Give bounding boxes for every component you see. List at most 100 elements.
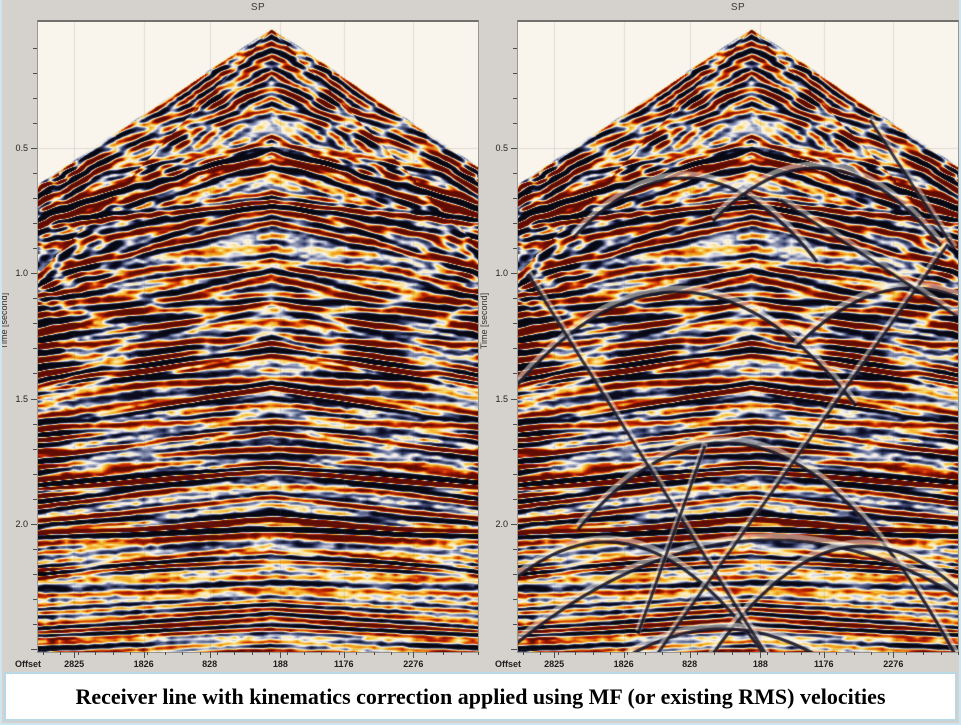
time-tick (33, 323, 37, 325)
time-tick (31, 398, 37, 400)
time-tick (511, 273, 517, 275)
time-tick-label: 0.5 (15, 142, 28, 153)
offset-tick-label: 828 (202, 659, 218, 669)
time-tick (513, 348, 517, 350)
offset-minor-tick (714, 652, 716, 655)
time-tick (513, 97, 517, 99)
time-tick (31, 649, 37, 651)
offset-tick-label: 2276 (883, 659, 904, 669)
seismic-image-left (38, 22, 478, 652)
time-tick-label: 1.0 (15, 268, 28, 279)
time-tick (513, 47, 517, 49)
offset-tick-label: 1176 (814, 659, 834, 669)
time-tick (513, 448, 517, 450)
offset-minor-tick (321, 652, 323, 655)
offset-minor-tick (610, 652, 611, 655)
offset-minor-tick (356, 652, 358, 655)
offset-tick (280, 652, 282, 658)
offset-tick-label: 1176 (334, 659, 354, 669)
time-tick (513, 122, 517, 124)
time-axis-label-right: Time [second] (479, 292, 489, 350)
seismic-panel-left: SP Time [second] 0.5 1.0 1.5 2.0 2825 1826 828… (0, 0, 481, 672)
offset-tick-label: 2276 (403, 659, 424, 669)
seismic-image-right (518, 22, 958, 652)
offset-minor-tick (234, 652, 236, 655)
offset-minor-tick (731, 652, 733, 655)
offset-tick (893, 652, 895, 658)
time-tick (33, 348, 37, 350)
offset-minor-tick (557, 652, 559, 655)
time-tick (513, 198, 517, 200)
offset-minor-tick (338, 652, 340, 655)
offset-minor-tick (408, 652, 410, 655)
time-tick (513, 423, 517, 425)
offset-minor-tick (766, 652, 768, 655)
offset-minor-tick (269, 652, 271, 655)
offset-minor-tick (60, 652, 62, 655)
time-tick (33, 122, 37, 124)
offset-tick (689, 652, 691, 658)
offset-tick-label: 1826 (133, 659, 154, 669)
seismic-panel-right: SP Time [second] 0.5 1.0 1.5 2.0 2825 1826 828… (479, 0, 959, 672)
time-tick (33, 72, 37, 74)
offset-minor-tick (644, 652, 646, 655)
offset-minor-tick (217, 652, 218, 655)
time-tick (33, 598, 37, 600)
time-tick (513, 473, 517, 475)
offset-minor-tick (905, 652, 907, 655)
offset-tick-label: 2825 (64, 659, 85, 669)
time-tick (33, 298, 37, 300)
caption-text: Receiver line with kinematics correction… (75, 683, 886, 709)
offset-minor-tick (853, 652, 855, 655)
offset-minor-tick (627, 652, 629, 655)
time-tick (33, 198, 37, 200)
offset-minor-tick (164, 652, 166, 655)
time-tick (513, 172, 517, 174)
offset-minor-tick (112, 652, 114, 655)
offset-minor-tick (523, 652, 524, 655)
offset-minor-tick (888, 652, 890, 655)
time-tick-label: 1.5 (495, 393, 508, 404)
time-tick (33, 624, 37, 626)
offset-tick-label: 1826 (613, 659, 634, 669)
offset-tick (143, 652, 145, 658)
time-tick (511, 398, 517, 400)
offset-axis-label-right: Offset (494, 659, 521, 669)
offset-minor-tick (575, 652, 577, 655)
time-tick (513, 298, 517, 300)
offset-minor-tick (304, 652, 305, 655)
time-tick (513, 573, 517, 575)
offset-minor-tick (697, 652, 698, 655)
offset-minor-tick (251, 652, 253, 655)
offset-minor-tick (478, 652, 479, 655)
seismic-plot-left: 0.5 1.0 1.5 2.0 2825 1826 828 188 1176 2276 (15, 20, 479, 669)
offset-tick (823, 652, 825, 658)
time-tick (511, 147, 517, 149)
offset-minor-tick (662, 652, 664, 655)
seismic-plot-right: 0.5 1.0 1.5 2.0 2825 1826 828 188 1176 2276 (495, 20, 959, 669)
offset-minor-tick (286, 652, 288, 655)
time-axis-label-left: Time [second] (0, 292, 9, 350)
time-tick (33, 423, 37, 425)
time-tick (33, 448, 37, 450)
offset-tick-label: 188 (272, 659, 288, 669)
offset-minor-tick (923, 652, 925, 655)
time-tick (31, 523, 37, 525)
time-tick (513, 223, 517, 225)
offset-tick (760, 652, 762, 658)
offset-tick (554, 652, 556, 658)
offset-tick (343, 652, 345, 658)
offset-minor-tick (130, 652, 131, 655)
offset-minor-tick (182, 652, 184, 655)
time-tick (513, 598, 517, 600)
offset-minor-tick (871, 652, 872, 655)
panel-title-left: SP (250, 2, 266, 13)
offset-minor-tick (592, 652, 594, 655)
offset-minor-tick (43, 652, 44, 655)
time-tick (513, 498, 517, 500)
time-tick-label: 2.0 (15, 518, 28, 529)
offset-minor-tick (540, 652, 542, 655)
offset-axis-label-left: Offset (14, 659, 41, 669)
time-tick (511, 649, 517, 651)
